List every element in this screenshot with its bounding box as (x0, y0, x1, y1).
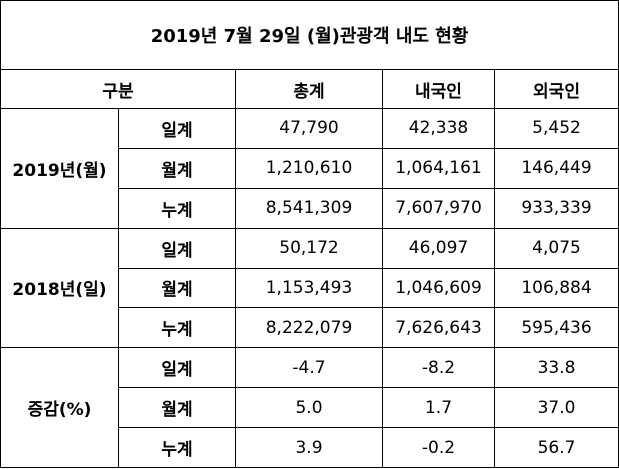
row-label: 월계 (118, 147, 236, 189)
column-header: 외국인 (493, 69, 619, 109)
data-row: 월계 5.0 1.7 37.0 (1, 387, 619, 428)
cell-value: 1,046,609 (382, 267, 495, 309)
cell-value: 5.0 (235, 387, 383, 428)
data-row: 2018년(일) 일계 50,172 46,097 4,075 (0, 227, 619, 349)
cell-value: 5,452 (493, 108, 619, 149)
cell-value: 933,339 (493, 187, 619, 229)
cell-value: 8,541,309 (235, 187, 383, 229)
data-row: 월계 1,153,493 1,046,609 106,884 (1, 267, 619, 309)
cell-value: 1,153,493 (235, 267, 383, 309)
group-label: 2019년(월) (0, 108, 119, 229)
cell-value: 33.8 (493, 347, 619, 389)
cell-value: 42,338 (382, 108, 495, 149)
row-label: 누계 (118, 187, 236, 229)
cell-value: 47,790 (235, 108, 383, 149)
table-title: 2019년 7월 29일 (월)관광객 내도 현황 (0, 0, 619, 70)
cell-value: 46,097 (382, 227, 495, 269)
cell-value: 1,064,161 (382, 147, 495, 189)
group-label: 2018년(일) (0, 227, 119, 349)
cell-value: 595,436 (493, 307, 619, 349)
cell-value: 50,172 (235, 227, 383, 269)
row-label: 누계 (118, 427, 236, 468)
row-label: 누계 (118, 307, 236, 349)
data-row: 월계 1,210,610 1,064,161 146,449 (1, 147, 619, 189)
cell-value: -0.2 (382, 427, 495, 468)
row-label: 일계 (118, 347, 236, 389)
cell-value: 3.9 (235, 427, 383, 468)
row-label: 월계 (118, 387, 236, 428)
header-row: 구분 총계 내국인 외국인 (0, 69, 619, 109)
cell-value: 106,884 (493, 267, 619, 309)
cell-value: 56.7 (493, 427, 619, 468)
cell-value: 4,075 (493, 227, 619, 269)
cell-value: -4.7 (235, 347, 383, 389)
cell-value: 7,607,970 (382, 187, 495, 229)
cell-value: 146,449 (493, 147, 619, 189)
cell-value: 1.7 (382, 387, 495, 428)
group-header: 구분 (0, 69, 236, 109)
data-row: 누계 3.9 -0.2 56.7 (1, 427, 619, 468)
data-row: 2019년(월) 일계 47,790 42,338 5,452 (0, 108, 619, 229)
column-header: 총계 (235, 69, 383, 109)
cell-value: 7,626,643 (382, 307, 495, 349)
cell-value: -8.2 (382, 347, 495, 389)
row-label: 월계 (118, 267, 236, 309)
data-row: 누계 8,222,079 7,626,643 595,436 (1, 307, 619, 349)
data-row: 증감(%) 일계 -4.7 -8.2 33.8 (0, 347, 619, 468)
cell-value: 8,222,079 (235, 307, 383, 349)
column-header: 내국인 (382, 69, 495, 109)
cell-value: 1,210,610 (235, 147, 383, 189)
group-label: 증감(%) (0, 347, 119, 468)
title-row: 2019년 7월 29일 (월)관광객 내도 현황 (0, 0, 619, 70)
data-row: 누계 8,541,309 7,607,970 933,339 (1, 187, 619, 229)
row-label: 일계 (118, 227, 236, 269)
row-label: 일계 (118, 108, 236, 149)
cell-value: 37.0 (493, 387, 619, 428)
